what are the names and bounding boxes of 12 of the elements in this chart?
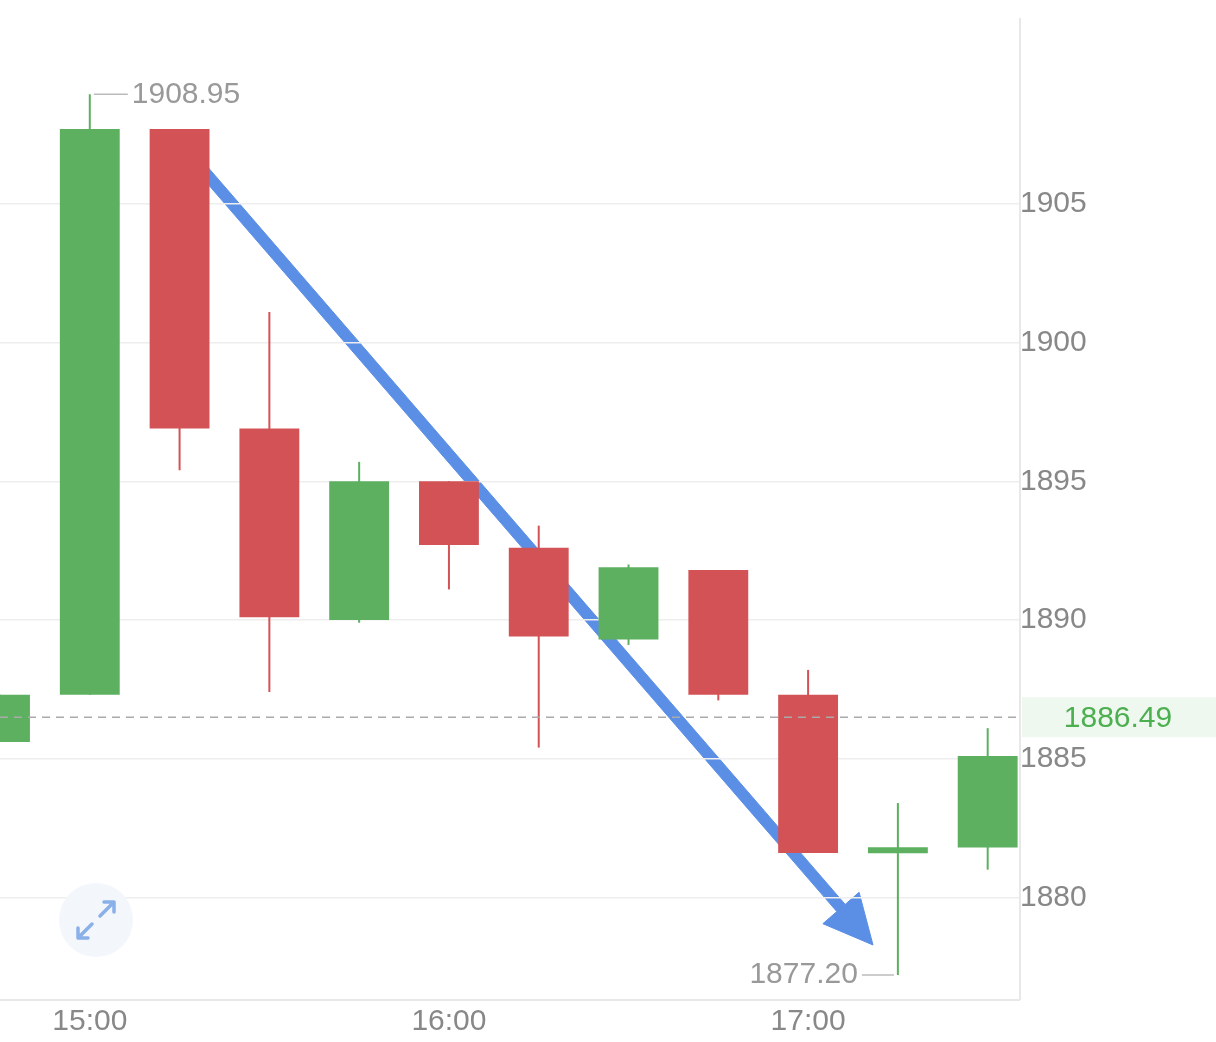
ref-line-label: 1886.49 <box>1063 699 1173 733</box>
annotation: 1877.20 <box>749 956 858 990</box>
x-tick-label: 15:00 <box>52 1003 128 1037</box>
y-tick-label: 1890 <box>1019 601 1087 635</box>
y-tick-label: 1900 <box>1019 323 1087 357</box>
y-tick-label: 1880 <box>1019 878 1087 912</box>
x-tick-label: 16:00 <box>411 1003 487 1037</box>
x-tick-label: 17:00 <box>770 1003 846 1037</box>
y-tick-label: 1895 <box>1019 462 1087 496</box>
y-tick-label: 1885 <box>1019 739 1087 773</box>
y-tick-label: 1905 <box>1019 185 1087 219</box>
annotation: 1908.95 <box>131 75 241 109</box>
